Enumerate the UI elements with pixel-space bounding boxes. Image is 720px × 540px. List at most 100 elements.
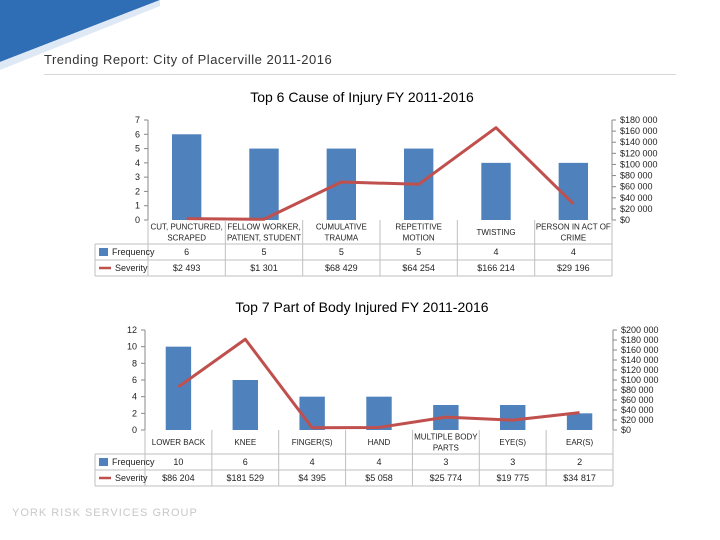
bar [171, 134, 202, 220]
footer-brand: YORK RISK SERVICES GROUP [12, 507, 198, 519]
y-tick-label: 0 [132, 425, 137, 435]
category-label: REPETITIVE [395, 223, 442, 232]
y2-tick-label: $140 000 [620, 137, 658, 147]
category-label: FELLOW WORKER, [227, 223, 300, 232]
category-label: EAR(S) [566, 438, 593, 447]
frequency-value: 4 [376, 457, 381, 467]
severity-line [177, 337, 580, 430]
bar [566, 413, 593, 430]
y2-tick-label: $60 000 [621, 395, 654, 405]
frequency-value: 3 [510, 457, 515, 467]
y2-tick-label: $0 [620, 215, 630, 225]
y-tick-label: 3 [135, 172, 140, 182]
y2-tick-label: $120 000 [620, 148, 658, 158]
y2-tick-label: $100 000 [620, 159, 658, 169]
y-tick-label: 1 [135, 201, 140, 211]
category-label: TWISTING [476, 228, 515, 237]
y2-tick-label: $60 000 [620, 182, 653, 192]
y2-tick-label: $20 000 [620, 204, 653, 214]
category-label: PATIENT, STUDENT [227, 234, 301, 243]
y2-tick-label: $180 000 [620, 115, 658, 125]
y2-tick-label: $40 000 [620, 193, 653, 203]
severity-value: $19 775 [496, 473, 529, 483]
frequency-value: 4 [571, 247, 576, 257]
frequency-value: 5 [339, 247, 344, 257]
y-tick-label: 2 [135, 186, 140, 196]
category-label: CUMULATIVE [316, 223, 367, 232]
severity-value: $68 429 [325, 263, 358, 273]
bar [249, 148, 279, 220]
severity-value: $4 395 [298, 473, 326, 483]
y-tick-label: 0 [135, 215, 140, 225]
category-label: PERSON IN ACT OF [536, 223, 611, 232]
severity-value: $1 301 [250, 263, 278, 273]
severity-value: $2 493 [173, 263, 201, 273]
category-label: CRIME [560, 234, 586, 243]
y2-tick-label: $0 [621, 425, 631, 435]
category-label: FINGER(S) [292, 438, 333, 447]
y-tick-label: 8 [132, 358, 137, 368]
y2-tick-label: $40 000 [621, 405, 654, 415]
category-label: CUT, PUNCTURED, [150, 223, 222, 232]
category-label: MOTION [403, 234, 435, 243]
severity-value: $29 196 [557, 263, 590, 273]
severity-value: $64 254 [402, 263, 435, 273]
body-part-chart: Top 7 Part of Body Injured FY 2011-2016 0… [94, 299, 659, 487]
category-label: KNEE [234, 438, 256, 447]
category-label: HAND [368, 438, 391, 447]
legend-severity-label: Severity [115, 263, 148, 273]
legend-frequency-label: Frequency [112, 457, 155, 467]
category-label: PARTS [433, 444, 459, 453]
category-label: TRAUMA [324, 234, 358, 243]
bar [165, 346, 192, 430]
y-tick-label: 2 [132, 408, 137, 418]
frequency-value: 2 [577, 457, 582, 467]
severity-value: $25 774 [430, 473, 463, 483]
y-tick-label: 6 [132, 375, 137, 385]
y-tick-label: 12 [127, 325, 137, 335]
category-label: MULTIPLE BODY [414, 433, 478, 442]
y2-tick-label: $80 000 [620, 171, 653, 181]
frequency-value: 4 [493, 247, 498, 257]
frequency-value: 3 [443, 457, 448, 467]
frequency-value: 6 [184, 247, 189, 257]
category-label: LOWER BACK [152, 438, 206, 447]
legend-severity-label: Severity [115, 473, 148, 483]
bar [558, 162, 589, 220]
chart-title: Top 6 Cause of Injury FY 2011-2016 [250, 89, 474, 105]
y2-tick-label: $100 000 [621, 375, 659, 385]
y-tick-label: 7 [135, 115, 140, 125]
y2-tick-label: $20 000 [621, 415, 654, 425]
severity-line [186, 126, 575, 221]
legend-frequency-swatch [99, 248, 108, 256]
bar [481, 162, 511, 220]
severity-value: $181 529 [227, 473, 265, 483]
y-tick-label: 4 [132, 392, 137, 402]
chart-title: Top 7 Part of Body Injured FY 2011-2016 [235, 299, 488, 315]
bar [232, 380, 258, 430]
header-divider [44, 74, 676, 75]
severity-value: $86 204 [162, 473, 195, 483]
bar [366, 396, 392, 430]
frequency-value: 6 [243, 457, 248, 467]
bar [326, 148, 357, 220]
severity-value: $34 817 [563, 473, 596, 483]
corner-logo-shape [0, 0, 160, 70]
y2-tick-label: $200 000 [621, 325, 659, 335]
y2-tick-label: $160 000 [620, 126, 658, 136]
legend-frequency-swatch [99, 458, 108, 466]
category-label: SCRAPED [167, 234, 206, 243]
y-tick-label: 6 [135, 129, 140, 139]
report-title: Trending Report: City of Placerville 201… [44, 52, 333, 67]
severity-value: $166 214 [477, 263, 515, 273]
bar [500, 405, 526, 430]
category-label: EYE(S) [499, 438, 526, 447]
frequency-value: 10 [173, 457, 183, 467]
y2-tick-label: $80 000 [621, 385, 654, 395]
frequency-value: 5 [416, 247, 421, 257]
cause-of-injury-chart: Top 6 Cause of Injury FY 2011-2016 0 1 2 3 4 5… [94, 89, 658, 277]
severity-value: $5 058 [365, 473, 393, 483]
y2-tick-label: $140 000 [621, 355, 659, 365]
y-tick-label: 4 [135, 158, 140, 168]
y2-tick-label: $160 000 [621, 345, 659, 355]
